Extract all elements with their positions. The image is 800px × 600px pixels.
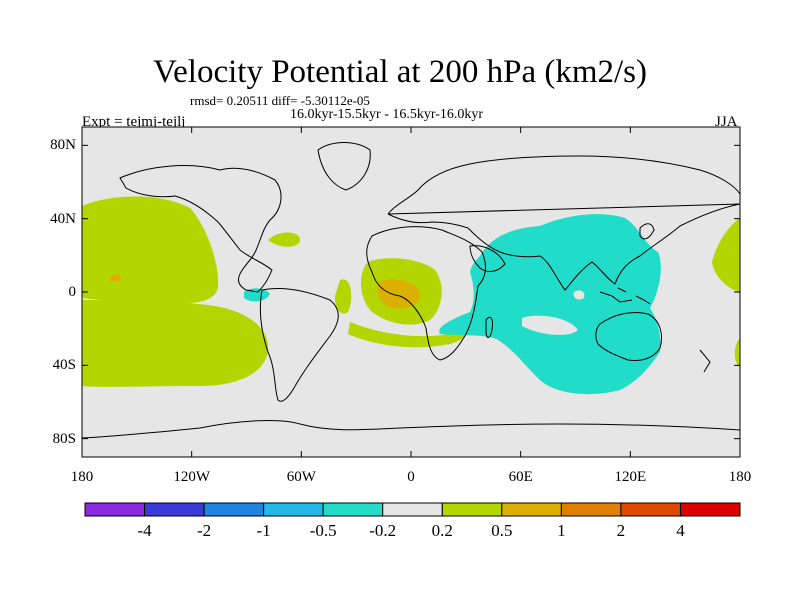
colorbar-label: -0.2 bbox=[369, 521, 397, 540]
lat-label: 80N bbox=[50, 137, 76, 154]
period-line: 16.0kyr-15.5kyr - 16.5kyr-16.0kyr bbox=[290, 107, 484, 122]
lon-label: 120E bbox=[614, 469, 647, 485]
positive-core-atlantic bbox=[376, 279, 421, 309]
colorbar-label: -2 bbox=[196, 521, 212, 540]
positive-anomaly-far-southeast bbox=[734, 338, 740, 368]
coastline-north-america bbox=[119, 165, 282, 293]
colorbar-swatch bbox=[144, 502, 205, 517]
coastline-eurasia bbox=[387, 155, 740, 291]
colorbar-label: 4 bbox=[676, 521, 685, 540]
map-title: Velocity Potential at 200 hPa (km2/s) bbox=[152, 54, 648, 90]
coastline-new-zealand bbox=[699, 349, 711, 373]
coastline-arabia bbox=[469, 245, 506, 272]
lat-label: 80S bbox=[52, 430, 76, 447]
lat-label: 40S bbox=[52, 357, 76, 374]
lon-label: 120W bbox=[173, 469, 210, 485]
lon-label: 60W bbox=[286, 469, 316, 485]
coastline-antarctica bbox=[82, 420, 740, 439]
colorbar-swatch bbox=[203, 502, 265, 517]
positive-core-pacific bbox=[110, 274, 121, 282]
coastline-south-america bbox=[259, 287, 339, 402]
positive-anomaly-far-east bbox=[712, 218, 740, 292]
lon-ticks bbox=[81, 127, 741, 457]
positive-anomaly-caribbean bbox=[268, 232, 300, 247]
neutral-hole-bay bbox=[573, 290, 585, 300]
positive-anomaly-south-atlantic bbox=[334, 279, 352, 314]
lon-label: 0 bbox=[407, 469, 415, 485]
lat-label: 0 bbox=[68, 284, 77, 300]
positive-anomaly-south-atlantic-arc bbox=[348, 322, 465, 348]
colorbar-swatch bbox=[322, 502, 384, 517]
lon-label: 180 bbox=[70, 469, 94, 485]
negative-anomaly-east-pacific bbox=[244, 288, 270, 302]
season-label: JJA bbox=[715, 114, 738, 130]
coastline-japan bbox=[639, 223, 655, 240]
neutral-hole-indian-ocean bbox=[522, 315, 578, 335]
colorbar-label: 1 bbox=[557, 521, 566, 540]
coastline-greenland bbox=[317, 142, 371, 191]
stats-line: rmsd= 0.20511 diff= -5.30112e-05 bbox=[190, 93, 370, 108]
colorbar-swatch bbox=[382, 502, 443, 517]
lat-ticks bbox=[82, 144, 740, 440]
lon-label: 60E bbox=[508, 469, 533, 485]
colorbar bbox=[84, 502, 741, 517]
lat-label: 40N bbox=[50, 210, 76, 227]
positive-anomaly-south-pacific bbox=[82, 300, 269, 387]
colorbar-swatch bbox=[501, 502, 562, 517]
colorbar-swatch bbox=[441, 502, 503, 517]
coastline-indonesia bbox=[599, 287, 651, 305]
coastline-australia bbox=[595, 311, 662, 361]
coastlines bbox=[82, 142, 740, 439]
colorbar-label: -0.5 bbox=[309, 521, 337, 540]
colorbar-swatch bbox=[679, 502, 741, 517]
colorbar-swatch bbox=[263, 502, 324, 517]
lon-label: 180 bbox=[728, 469, 752, 485]
map-plot-area bbox=[82, 127, 740, 457]
coastline-africa bbox=[366, 226, 486, 361]
colorbar-label: 2 bbox=[616, 521, 626, 540]
colorbar-label: 0.2 bbox=[431, 521, 453, 540]
colorbar-swatch bbox=[84, 502, 146, 517]
colorbar-label: -4 bbox=[137, 521, 152, 540]
experiment-label: Expt = tejmj-tejlj bbox=[82, 114, 186, 130]
colorbar-label: -1 bbox=[256, 521, 271, 540]
colorbar-label: 0.5 bbox=[491, 521, 513, 540]
colorbar-swatch bbox=[620, 502, 681, 517]
colorbar-swatch bbox=[560, 502, 622, 517]
coastline-madagascar bbox=[485, 316, 493, 338]
